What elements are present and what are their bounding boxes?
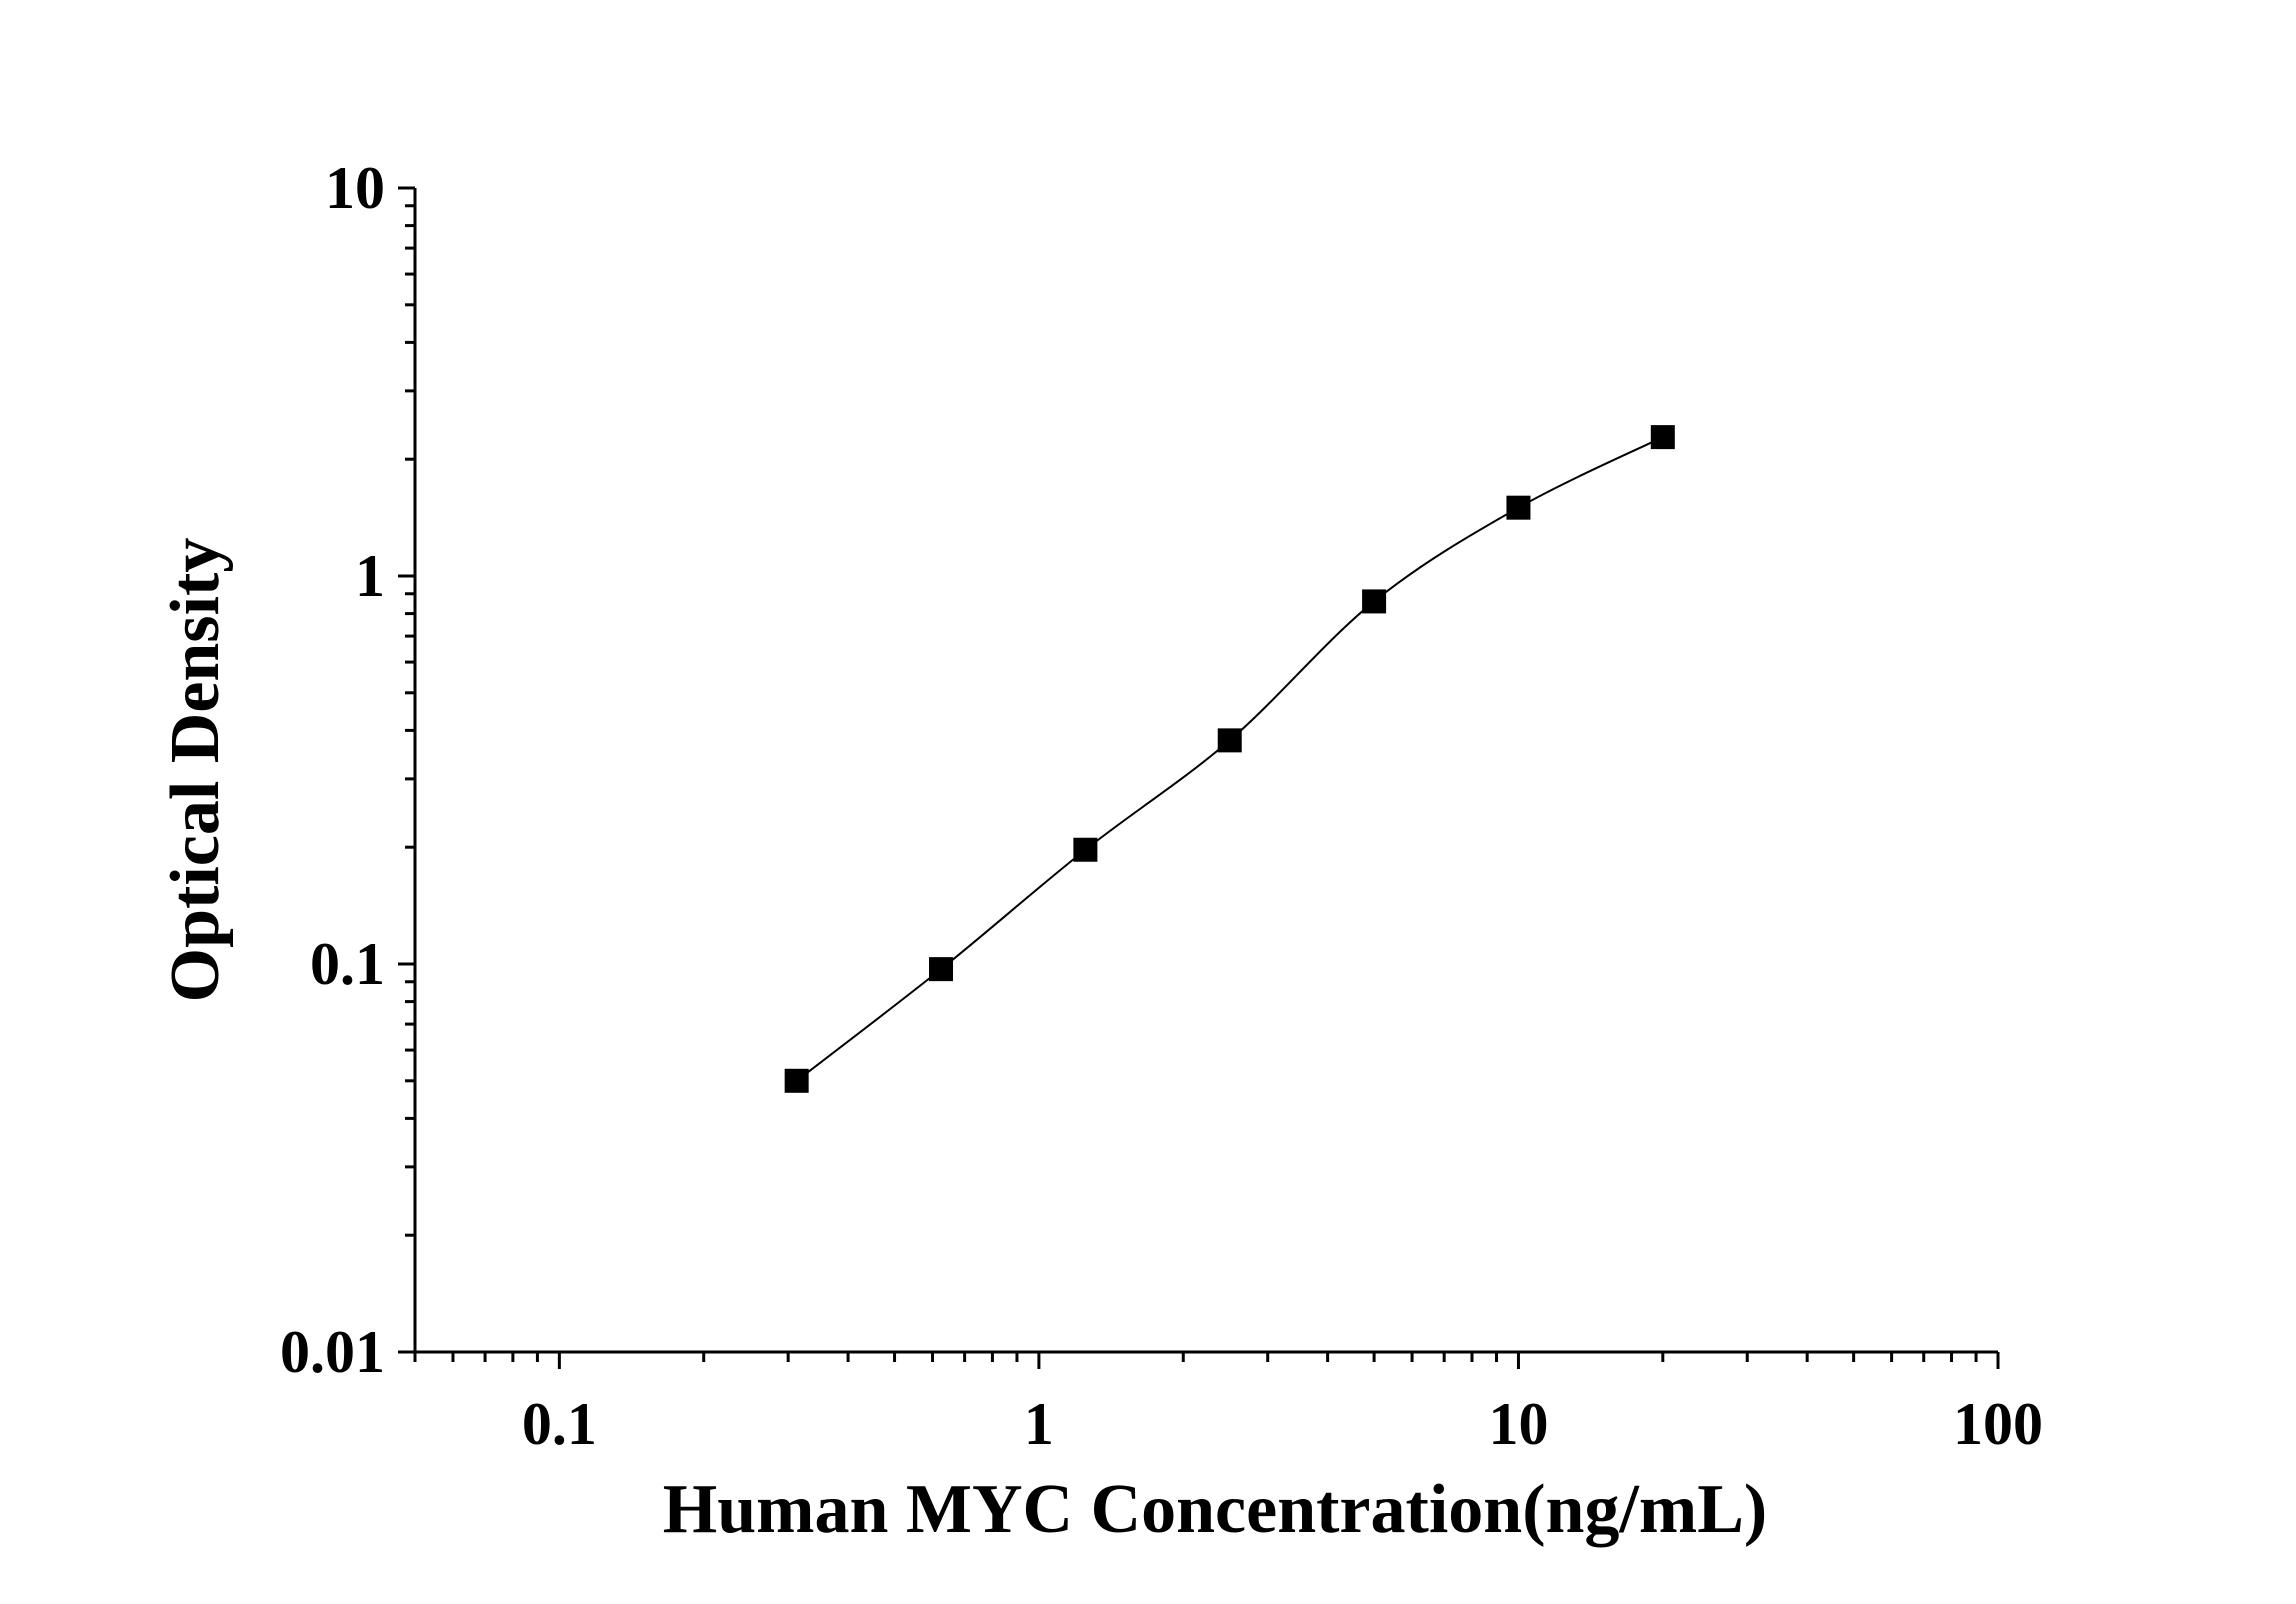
axes: 0.1 1 10 100 0.01 0.1 1 10 xyxy=(280,155,2043,1457)
data-point xyxy=(1073,837,1098,862)
y-tick-label: 0.1 xyxy=(310,931,385,997)
fit-curve xyxy=(796,436,1664,1082)
x-axis-label: Human MYC Concentration(ng/mL) xyxy=(663,1471,1767,1548)
x-tick-label: 1 xyxy=(1024,1391,1054,1457)
data-point xyxy=(1362,589,1387,614)
data-point xyxy=(1506,495,1531,520)
data-point xyxy=(784,1068,809,1093)
data-marks xyxy=(784,425,1675,1093)
data-point xyxy=(1650,425,1675,450)
y-tick-label: 10 xyxy=(325,155,385,221)
x-tick-label: 0.1 xyxy=(522,1391,597,1457)
data-point xyxy=(1217,728,1242,753)
x-tick-label: 10 xyxy=(1488,1391,1548,1457)
y-axis-label: Optical Density xyxy=(157,538,234,1003)
data-point xyxy=(929,957,954,982)
y-tick-label: 1 xyxy=(355,543,385,609)
y-tick-label: 0.01 xyxy=(280,1319,385,1385)
x-tick-label: 100 xyxy=(1953,1391,2043,1457)
